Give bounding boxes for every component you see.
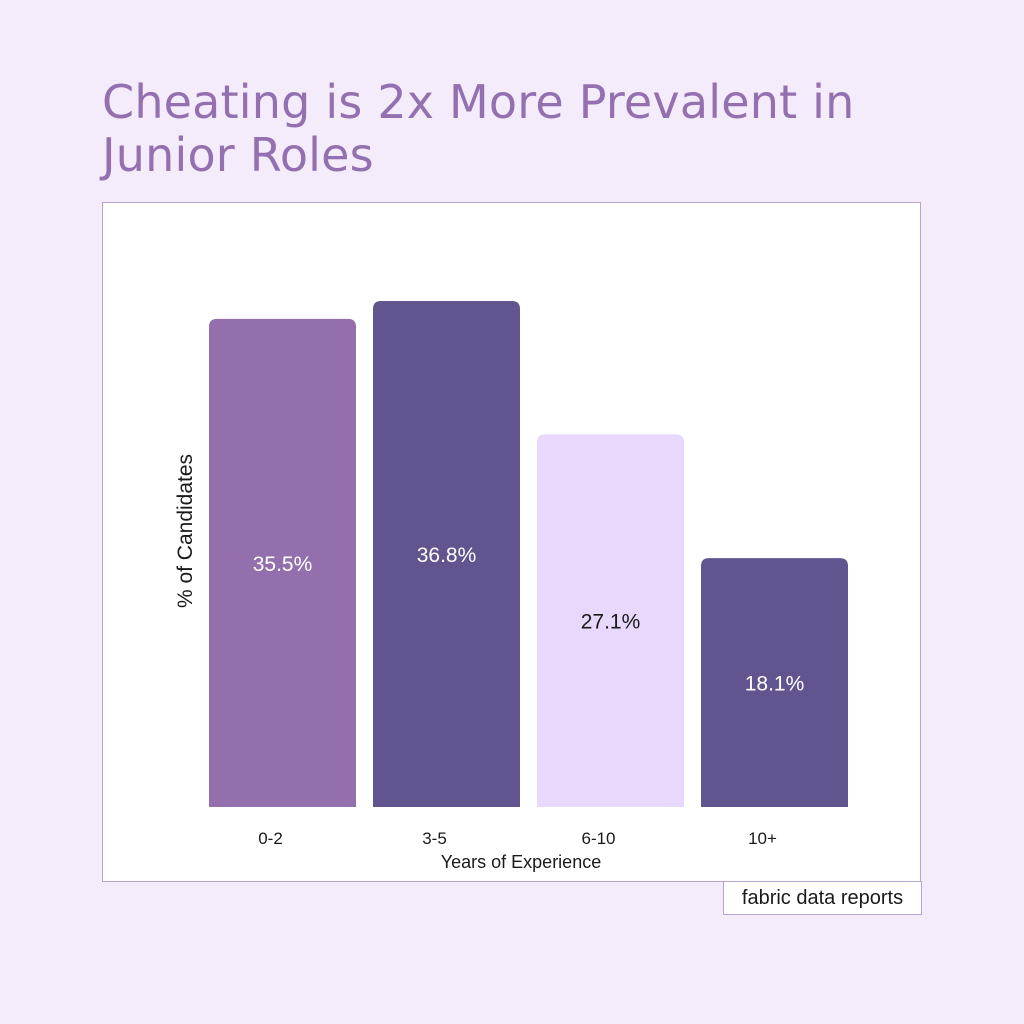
bar-chart: 35.5% 36.8% 27.1% 18.1% 0-2 3-5 6-10 10+ Years…: [174, 301, 848, 872]
y-axis-label: % of Candidates: [174, 454, 197, 608]
x-tick-label-6-10: 6-10: [581, 829, 615, 848]
chart-title: Cheating is 2x More Prevalent in Junior …: [102, 75, 855, 182]
x-axis-label: Years of Experience: [441, 852, 601, 872]
x-tick-label-3-5: 3-5: [422, 829, 447, 848]
x-tick-label-0-2: 0-2: [258, 829, 283, 848]
bar-3-5: [373, 301, 520, 807]
bar-0-2: [209, 318, 356, 807]
bars-layer: [209, 301, 848, 807]
value-label-6-10: 27.1%: [581, 611, 641, 634]
x-tick-labels-layer: 0-2 3-5 6-10 10+: [258, 829, 777, 848]
bar-6-10: [537, 434, 684, 807]
value-label-3-5: 36.8%: [417, 544, 477, 567]
value-label-0-2: 35.5%: [253, 553, 313, 576]
x-tick-label-10plus: 10+: [748, 829, 777, 848]
value-labels-layer: 35.5% 36.8% 27.1% 18.1%: [253, 544, 805, 696]
value-label-10plus: 18.1%: [745, 673, 805, 696]
source-label: fabric data reports: [723, 881, 922, 915]
chart-panel: 35.5% 36.8% 27.1% 18.1% 0-2 3-5 6-10 10+ Years…: [102, 202, 921, 882]
bar-10plus: [701, 558, 848, 807]
